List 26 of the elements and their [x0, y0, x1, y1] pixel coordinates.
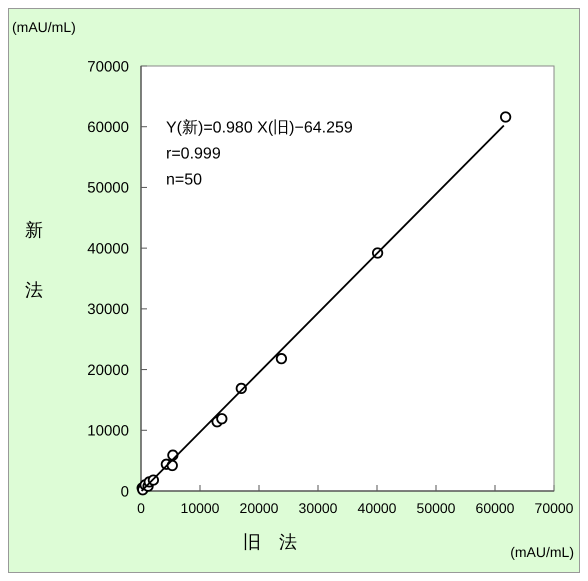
text: 新法 [25, 220, 43, 300]
x-tick-label: 70000 [534, 500, 574, 516]
y-tick-label: 0 [120, 483, 129, 500]
y-tick-label: 40000 [87, 240, 129, 258]
annotation: n=50 [166, 172, 202, 189]
x-axis-title: 旧 法 [243, 532, 297, 552]
point [216, 413, 228, 424]
y-tick-label: 70000 [87, 58, 129, 76]
x-tick-label: 0 [137, 500, 146, 516]
point [276, 353, 288, 364]
x-tick-label: 40000 [358, 500, 397, 516]
y-tick-label: 30000 [87, 301, 129, 318]
point [500, 111, 512, 123]
x-tick-label: 30000 [298, 500, 338, 516]
y-tick-label: 60000 [87, 118, 129, 136]
text: (mAU/mL) [12, 19, 76, 35]
x-tick-label: 20000 [240, 500, 279, 516]
x-tick-label: 60000 [476, 500, 515, 516]
y-tick-label: 50000 [87, 180, 129, 197]
y-tick-label: 10000 [87, 422, 129, 440]
y-tick-label: 20000 [87, 362, 129, 379]
annotation: r=0.999 [166, 146, 221, 163]
text: (mAU/mL) [510, 544, 574, 560]
annotation: Y(新)=0.980 X(旧)−64.259 [166, 118, 353, 137]
x-tick-label: 10000 [180, 500, 220, 516]
x-tick-label: 50000 [416, 500, 456, 516]
